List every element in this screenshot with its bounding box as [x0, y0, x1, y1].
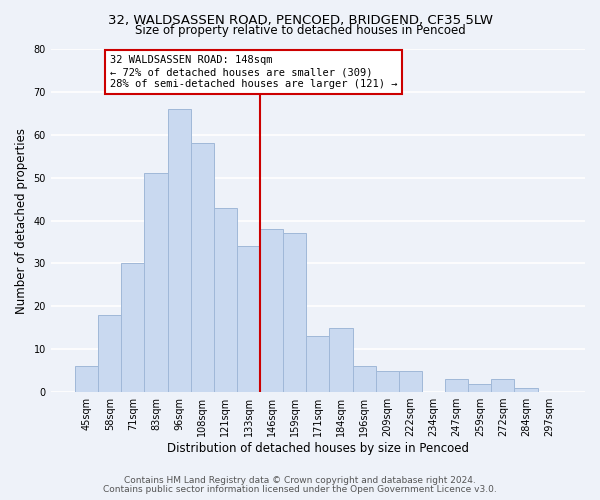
- Text: Size of property relative to detached houses in Pencoed: Size of property relative to detached ho…: [134, 24, 466, 37]
- Bar: [145, 174, 167, 392]
- Text: Contains public sector information licensed under the Open Government Licence v3: Contains public sector information licen…: [103, 485, 497, 494]
- Bar: [514, 388, 538, 392]
- Text: Contains HM Land Registry data © Crown copyright and database right 2024.: Contains HM Land Registry data © Crown c…: [124, 476, 476, 485]
- Bar: [191, 144, 214, 392]
- Bar: [75, 366, 98, 392]
- Bar: [214, 208, 237, 392]
- Bar: [283, 234, 307, 392]
- Bar: [491, 379, 514, 392]
- Bar: [468, 384, 491, 392]
- Y-axis label: Number of detached properties: Number of detached properties: [15, 128, 28, 314]
- Text: 32, WALDSASSEN ROAD, PENCOED, BRIDGEND, CF35 5LW: 32, WALDSASSEN ROAD, PENCOED, BRIDGEND, …: [107, 14, 493, 27]
- Bar: [329, 328, 353, 392]
- Bar: [260, 229, 283, 392]
- X-axis label: Distribution of detached houses by size in Pencoed: Distribution of detached houses by size …: [167, 442, 469, 455]
- Bar: [98, 315, 121, 392]
- Text: 32 WALDSASSEN ROAD: 148sqm
← 72% of detached houses are smaller (309)
28% of sem: 32 WALDSASSEN ROAD: 148sqm ← 72% of deta…: [110, 56, 397, 88]
- Bar: [237, 246, 260, 392]
- Bar: [307, 336, 329, 392]
- Bar: [167, 109, 191, 392]
- Bar: [353, 366, 376, 392]
- Bar: [399, 370, 422, 392]
- Bar: [445, 379, 468, 392]
- Bar: [121, 264, 145, 392]
- Bar: [376, 370, 399, 392]
